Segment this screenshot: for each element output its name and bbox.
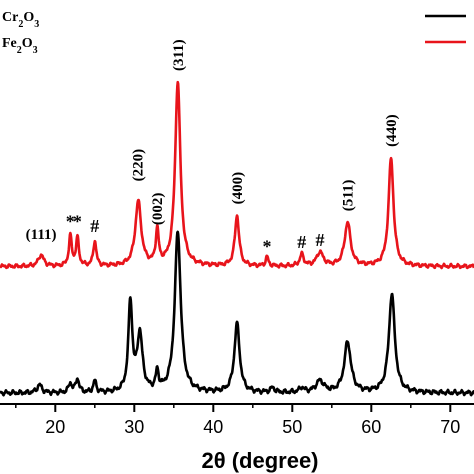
x-tick-label: 50 — [282, 417, 302, 437]
x-tick-label: 70 — [440, 417, 460, 437]
peak-marker: # — [315, 230, 324, 250]
x-tick-label: 30 — [124, 417, 144, 437]
legend-item: Fe2O3 — [2, 36, 466, 56]
peak-label: (400) — [230, 172, 246, 205]
peak-marker: # — [90, 216, 99, 236]
legend-label: Cr2O3 — [2, 10, 39, 30]
peak-label: (311) — [171, 39, 187, 71]
peak-marker: * — [263, 237, 272, 257]
peak-annotations: (111)** #(220)(002)(311)(400)* # #(511)(440… — [26, 39, 400, 256]
x-tick-label: 60 — [361, 417, 381, 437]
legend-item: Cr2O3 — [2, 10, 466, 30]
peak-marker: # — [297, 232, 306, 252]
x-axis-label: 2θ (degree) — [201, 448, 318, 473]
x-tick-label: 20 — [45, 417, 65, 437]
peak-label: (002) — [150, 193, 166, 226]
peak-marker: * — [66, 211, 75, 231]
peak-marker: * — [73, 211, 82, 231]
peak-label: (220) — [131, 149, 147, 182]
series-line-0 — [0, 230, 474, 397]
series-line-1 — [0, 80, 474, 270]
peak-label: (111) — [26, 227, 57, 243]
legend-label: Fe2O3 — [2, 36, 38, 56]
x-tick-label: 40 — [203, 417, 223, 437]
peak-label: (511) — [341, 180, 357, 212]
peak-label: (440) — [384, 114, 400, 147]
series-group — [0, 80, 474, 397]
legend: Cr2O3 Fe2O3 — [2, 10, 466, 56]
x-ticks: 20 30 40 50 60 70 — [15, 404, 460, 437]
